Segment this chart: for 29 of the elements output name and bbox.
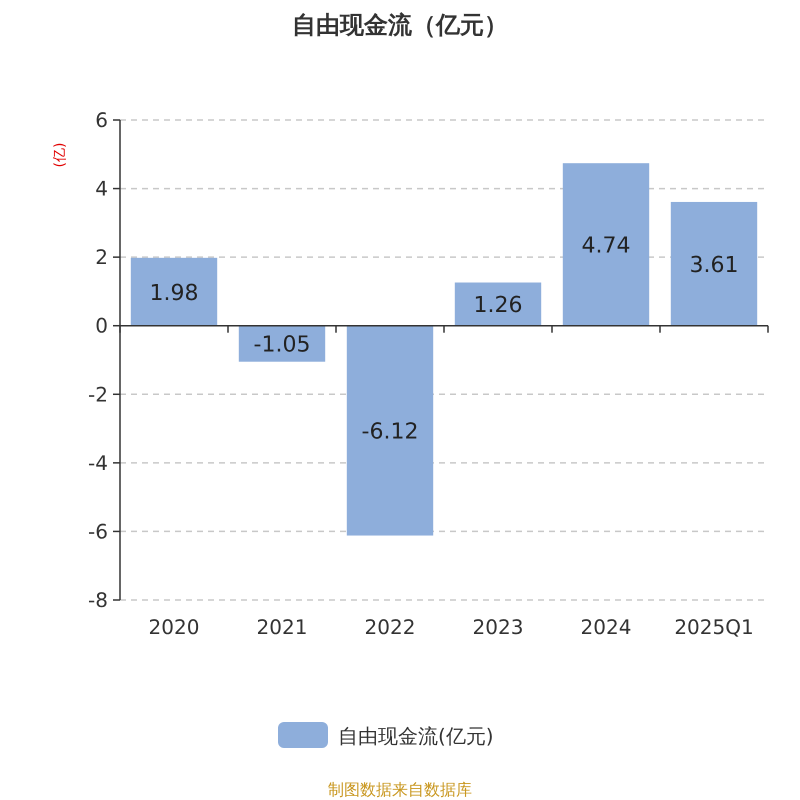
bar [562, 163, 650, 326]
y-tick-label: 0 [95, 314, 108, 338]
y-axis-title: (亿) [52, 142, 68, 168]
y-tick-label: -4 [88, 450, 108, 475]
x-tick-label: 2020 [148, 615, 200, 639]
x-tick-label: 2023 [472, 615, 524, 639]
y-tick-label: -2 [88, 382, 108, 406]
data-label: -1.05 [254, 332, 310, 358]
bar [346, 326, 434, 536]
data-label: 4.74 [582, 233, 630, 258]
data-label: -6.12 [362, 420, 418, 445]
x-tick-label: 2022 [364, 615, 416, 639]
text: 制图数据来自数据库 [328, 780, 472, 799]
y-tick-label: -8 [88, 588, 108, 612]
legend-label: 自由现金流(亿元) [338, 724, 494, 748]
x-tick-label: 2025Q1 [674, 615, 754, 639]
bar [130, 258, 218, 326]
data-label: 3.61 [690, 252, 738, 278]
data-label: 1.98 [150, 280, 198, 306]
bar [454, 282, 542, 326]
data-label: 1.26 [474, 293, 522, 318]
x-tick-label: 2024 [580, 615, 632, 639]
y-tick-label: -6 [88, 519, 108, 544]
y-tick-label: 4 [95, 176, 108, 201]
y-tick-label: 6 [95, 108, 108, 132]
y-tick-label: 2 [95, 245, 108, 270]
x-tick-label: 2021 [256, 615, 308, 639]
bar [670, 202, 758, 326]
chart-title: 自由现金流（亿元） [292, 11, 508, 39]
